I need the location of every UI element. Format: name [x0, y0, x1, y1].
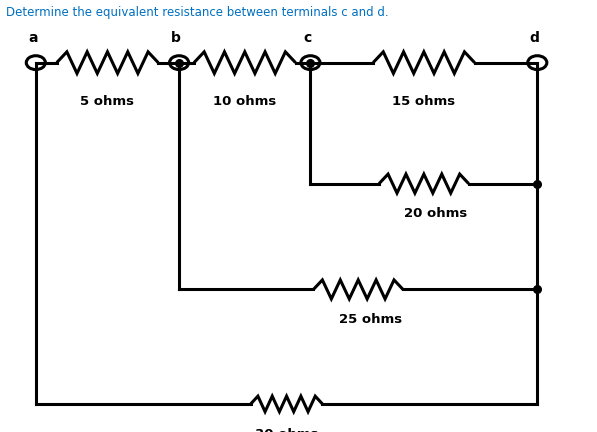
Text: 5 ohms: 5 ohms — [81, 95, 134, 108]
Text: 30 ohms: 30 ohms — [255, 428, 318, 432]
Text: d: d — [530, 32, 539, 45]
Text: 10 ohms: 10 ohms — [213, 95, 276, 108]
Text: 25 ohms: 25 ohms — [338, 313, 402, 326]
Text: c: c — [303, 32, 312, 45]
Text: b: b — [171, 32, 181, 45]
Text: 20 ohms: 20 ohms — [404, 207, 467, 220]
Text: 15 ohms: 15 ohms — [392, 95, 456, 108]
Text: a: a — [28, 32, 38, 45]
Text: Determine the equivalent resistance between terminals c and d.: Determine the equivalent resistance betw… — [6, 6, 389, 19]
